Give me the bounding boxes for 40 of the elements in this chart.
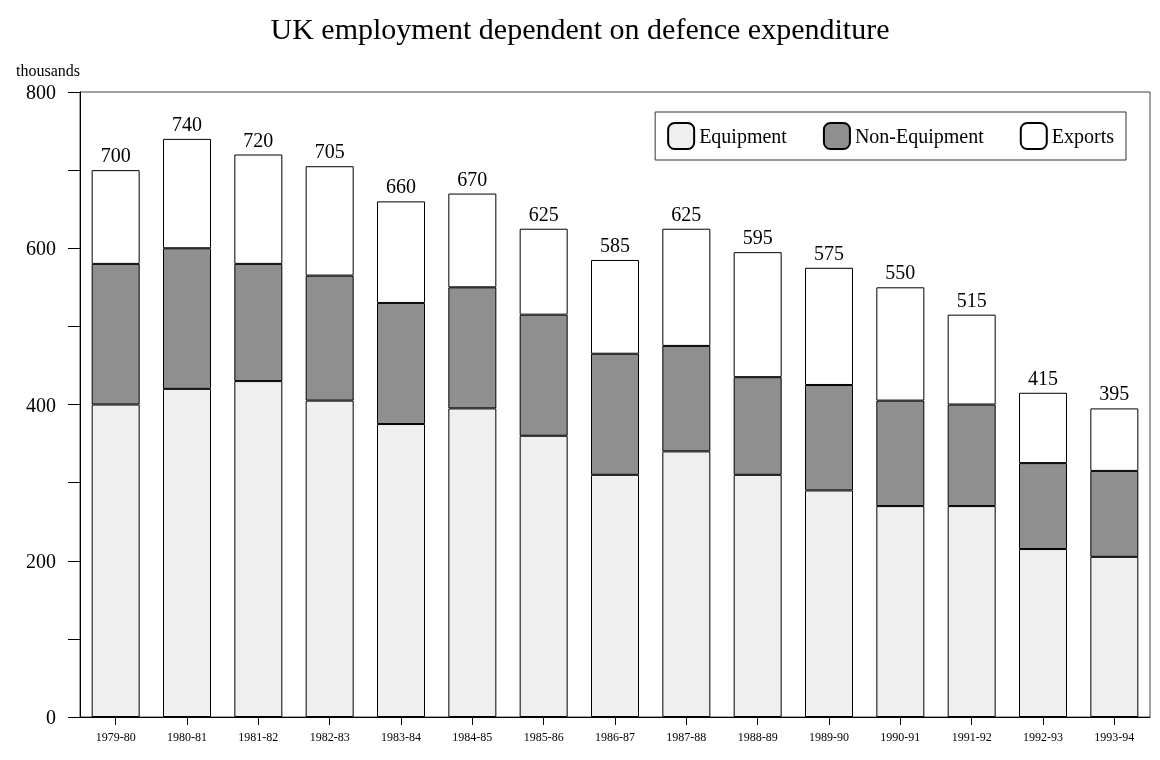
y-tick-label: 400	[26, 393, 56, 416]
x-tick-label: 1990-91	[880, 730, 921, 744]
x-tick-label: 1992-93	[1023, 730, 1063, 744]
x-tick-label: 1980-81	[167, 730, 207, 744]
x-tick-label: 1993-94	[1094, 730, 1135, 744]
y-tick-label: 600	[26, 237, 56, 260]
x-tick-label: 1989-90	[809, 730, 849, 744]
x-tick-label: 1991-92	[951, 730, 992, 744]
y-tick-label: 200	[26, 549, 56, 572]
total-label: 700	[100, 144, 131, 167]
total-label: 705	[314, 140, 345, 163]
y-tick-label: 0	[46, 706, 56, 728]
legend-label: Exports	[1051, 125, 1115, 148]
total-label: 550	[885, 261, 916, 284]
total-label: 415	[1028, 366, 1058, 389]
total-label: 625	[528, 202, 559, 225]
x-tick-label: 1984-85	[452, 730, 493, 744]
x-tick-label: 1988-89	[737, 730, 778, 744]
total-label: 595	[742, 226, 773, 249]
total-label: 670	[457, 167, 488, 190]
y-tick-label: 800	[26, 81, 56, 103]
total-label: 515	[956, 288, 987, 311]
total-label: 720	[243, 128, 274, 151]
total-label: 740	[172, 112, 202, 135]
x-tick-label: 1981-82	[238, 730, 279, 744]
total-label: 395	[1099, 382, 1130, 405]
x-tick-label: 1982-83	[309, 730, 350, 744]
total-label: 625	[671, 202, 702, 225]
x-tick-label: 1986-87	[595, 730, 635, 744]
total-label: 585	[600, 233, 630, 256]
legend-label: Equipment	[699, 125, 788, 148]
total-label: 575	[814, 241, 844, 264]
x-tick-label: 1985-86	[523, 730, 564, 744]
y-axis-title: thousands	[16, 61, 80, 79]
total-label: 660	[386, 175, 416, 198]
legend-label: Non-Equipment	[854, 125, 985, 148]
x-tick-label: 1987-88	[666, 730, 707, 744]
chart-title: UK employment dependent on defence expenditure	[270, 11, 890, 45]
x-tick-label: 1983-84	[381, 730, 421, 744]
x-tick-label: 1979-80	[95, 730, 136, 744]
